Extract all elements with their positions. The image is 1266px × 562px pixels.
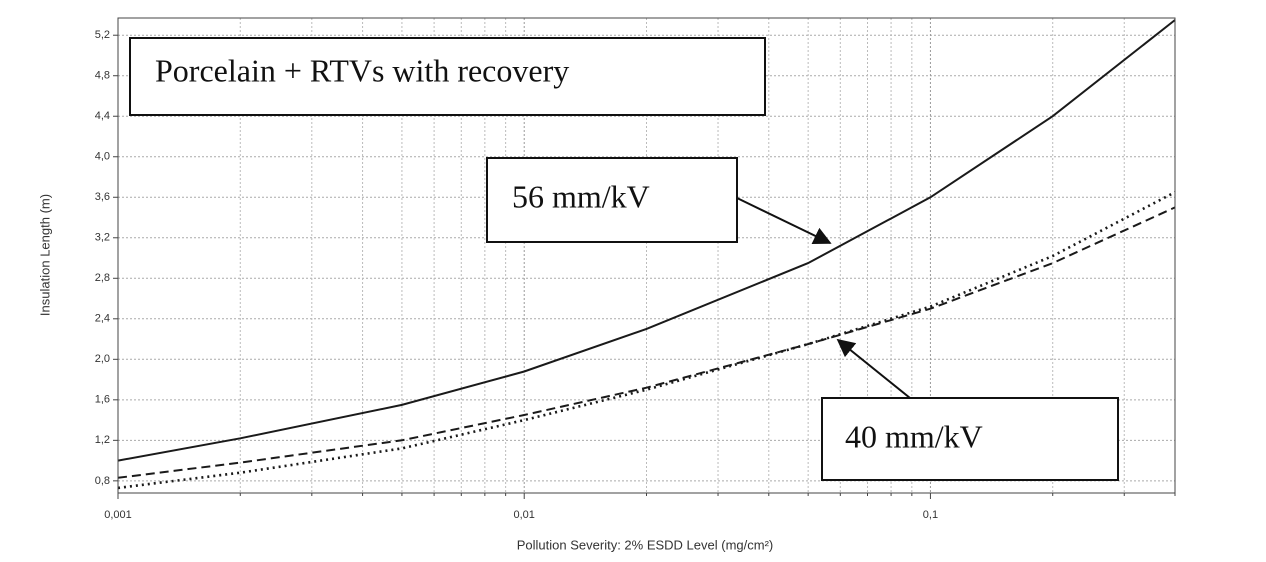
data-line <box>117 206 1176 479</box>
title-box <box>129 37 766 116</box>
x-tick-label: 0,001 <box>104 509 132 521</box>
x-axis-label: Pollution Severity: 2% ESDD Level (mg/cm… <box>517 537 773 552</box>
y-tick-label: 1,6 <box>95 394 110 406</box>
x-tick-label: 0,01 <box>514 509 535 521</box>
plot-frame <box>117 17 1176 494</box>
y-tick-label: 1,2 <box>95 434 110 446</box>
x-tick-label: 0,1 <box>923 509 938 521</box>
annotation: Porcelain + RTVs with recovery <box>155 52 569 88</box>
arrow <box>736 197 832 245</box>
annotation: 40 mm/kV <box>845 418 983 454</box>
y-tick-label: 3,2 <box>95 232 110 244</box>
annotation-box <box>821 397 1119 481</box>
y-tick-label: 4,4 <box>95 110 110 122</box>
y-tick-label: 0,8 <box>95 475 110 487</box>
y-tick-label: 4,0 <box>95 151 110 163</box>
data-line <box>117 19 1176 462</box>
annotation-box <box>486 157 738 243</box>
y-tick-label: 3,6 <box>95 191 110 203</box>
arrow <box>836 338 911 399</box>
y-tick-label: 4,8 <box>95 70 110 82</box>
annotation: 56 mm/kV <box>512 178 650 214</box>
y-axis-label: Insulation Length (m) <box>37 194 52 316</box>
y-tick-label: 2,8 <box>95 272 110 284</box>
y-tick-label: 2,4 <box>95 313 110 325</box>
y-tick-label: 2,0 <box>95 353 110 365</box>
y-tick-label: 5,2 <box>95 29 110 41</box>
